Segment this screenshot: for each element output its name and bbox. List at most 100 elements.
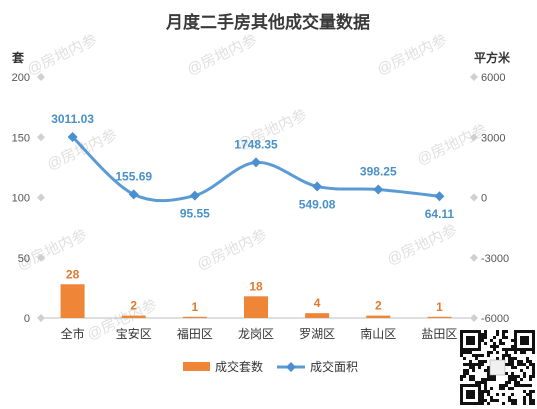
qr-module xyxy=(520,363,523,366)
qr-module xyxy=(529,393,532,396)
line-point xyxy=(434,191,445,202)
qr-module xyxy=(505,381,508,384)
qr-module xyxy=(484,387,487,390)
qr-module xyxy=(484,360,487,363)
qr-module xyxy=(481,363,484,366)
qr-module xyxy=(517,384,520,387)
qr-finder-inner xyxy=(466,336,475,345)
qr-module xyxy=(469,378,472,381)
qr-module xyxy=(475,381,478,384)
qr-module xyxy=(514,399,517,402)
x-tick-label: 罗湖区 xyxy=(299,326,335,341)
qr-module xyxy=(481,354,484,357)
qr-module xyxy=(484,369,487,372)
qr-module xyxy=(472,378,475,381)
qr-module xyxy=(505,336,508,339)
qr-module xyxy=(469,366,472,369)
left-tick-label: 150 xyxy=(12,132,30,144)
qr-module xyxy=(487,375,490,378)
qr-module xyxy=(511,348,514,351)
qr-module xyxy=(529,399,532,402)
qr-module xyxy=(514,402,517,405)
qr-module xyxy=(502,387,505,390)
qr-module xyxy=(523,402,526,405)
qr-module xyxy=(487,372,490,375)
qr-module xyxy=(463,363,466,366)
qr-module xyxy=(493,348,496,351)
qr-module xyxy=(472,354,475,357)
qr-module xyxy=(508,360,511,363)
qr-module xyxy=(532,363,535,366)
left-tick-marker xyxy=(37,253,45,262)
qr-module xyxy=(532,369,535,372)
qr-module xyxy=(484,399,487,402)
qr-module xyxy=(523,372,526,375)
chart-title: 月度二手房其他成交量数据 xyxy=(165,12,370,32)
bar xyxy=(182,316,207,318)
qr-module xyxy=(529,375,532,378)
qr-module xyxy=(463,351,466,354)
qr-module xyxy=(505,363,508,366)
qr-module xyxy=(523,384,526,387)
left-tick-marker xyxy=(37,133,45,142)
qr-module xyxy=(520,360,523,363)
qr-module xyxy=(523,396,526,399)
qr-module xyxy=(496,345,499,348)
qr-module xyxy=(484,336,487,339)
qr-module xyxy=(484,384,487,387)
bar xyxy=(427,316,452,318)
qr-module xyxy=(481,396,484,399)
qr-module xyxy=(472,369,475,372)
qr-module xyxy=(490,351,493,354)
qr-module xyxy=(481,336,484,339)
qr-module xyxy=(514,381,517,384)
qr-module xyxy=(496,399,499,402)
left-tick-marker xyxy=(37,73,45,81)
qr-module xyxy=(520,378,523,381)
watermark: @房地内参 xyxy=(25,31,100,78)
qr-module xyxy=(517,375,520,378)
qr-module xyxy=(532,375,535,378)
qr-module xyxy=(481,339,484,342)
qr-module xyxy=(466,372,469,375)
qr-module xyxy=(508,387,511,390)
qr-module xyxy=(487,402,490,405)
qr-module xyxy=(502,357,505,360)
qr-module xyxy=(526,384,529,387)
line-series: 3011.03 155.69 95.55 1748.35 549.08 398.25 64.… xyxy=(51,112,454,221)
qr-module xyxy=(493,342,496,345)
qr-module xyxy=(505,330,508,333)
bars: 28 2 1 18 4 2 1 xyxy=(60,267,452,318)
qr-module xyxy=(523,351,526,354)
qr-module xyxy=(460,354,463,357)
qr-module xyxy=(493,375,496,378)
qr-module xyxy=(469,363,472,366)
qr-module xyxy=(526,366,529,369)
qr-module xyxy=(475,363,478,366)
qr-module xyxy=(496,357,499,360)
qr-module xyxy=(490,375,493,378)
qr-module xyxy=(475,354,478,357)
qr-finder-inner xyxy=(466,390,475,399)
line-point xyxy=(251,157,261,168)
right-tick-marker xyxy=(470,253,478,262)
left-tick-marker xyxy=(37,193,45,202)
watermark: @房地内参 xyxy=(195,226,270,273)
qr-module xyxy=(466,351,469,354)
qr-module xyxy=(487,369,490,372)
right-tick-marker xyxy=(470,193,478,202)
qr-module xyxy=(502,384,505,387)
qr-module xyxy=(487,378,490,381)
qr-module xyxy=(511,393,514,396)
qr-module xyxy=(523,375,526,378)
qr-module xyxy=(505,384,508,387)
qr-module xyxy=(478,360,481,363)
legend-label-bar: 成交套数 xyxy=(215,359,263,374)
qr-module xyxy=(487,354,490,357)
qr-module xyxy=(508,363,511,366)
qr-center-logo xyxy=(489,359,506,376)
qr-module xyxy=(472,363,475,366)
qr-module xyxy=(526,393,529,396)
qr-module xyxy=(517,360,520,363)
